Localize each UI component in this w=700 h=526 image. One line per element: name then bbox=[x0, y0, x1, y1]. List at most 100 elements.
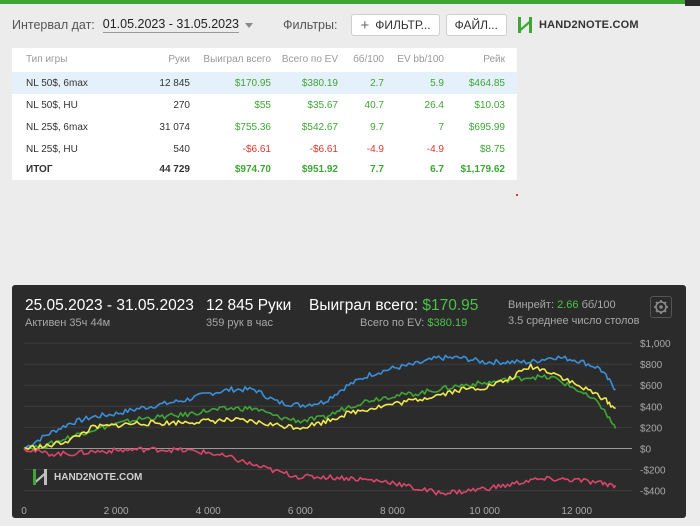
stats-table: Тип игры Руки Выиграл всего Всего по EV бб/1… bbox=[12, 48, 517, 180]
chart-watermark: HAND2NOTE.COM bbox=[32, 468, 142, 486]
table-cell: 5.9 bbox=[430, 78, 444, 89]
table-cell: Тип игры bbox=[26, 54, 68, 65]
table-cell: 44 729 bbox=[159, 164, 190, 175]
x-tick-label: 4 000 bbox=[196, 506, 221, 517]
session-ev-total: Всего по EV: $380.19 bbox=[360, 317, 467, 329]
file-button[interactable]: ФАЙЛ... bbox=[445, 14, 507, 36]
chevron-down-icon[interactable] bbox=[245, 22, 253, 28]
y-tick-label: $600 bbox=[640, 381, 663, 392]
table-cell: 7.7 bbox=[370, 164, 384, 175]
table-cell: 12 845 bbox=[159, 78, 190, 89]
table-cell: 2.7 bbox=[370, 78, 384, 89]
table-cell: $170.95 bbox=[234, 78, 271, 89]
table-header-row: Тип игры Руки Выиграл всего Всего по EV бб/1… bbox=[12, 48, 517, 70]
table-row[interactable]: NL 25$, HU 540 -$6.61 -$6.61 -4.9 -4.9 $8.75 bbox=[12, 138, 517, 160]
table-cell: 540 bbox=[173, 144, 190, 155]
winrate-value: 2.66 bbox=[557, 299, 579, 311]
x-tick-label: 10 000 bbox=[469, 506, 500, 517]
watermark-text: HAND2NOTE.COM bbox=[54, 471, 143, 483]
table-cell: EV bb/100 bbox=[397, 54, 444, 65]
y-tick-label: $800 bbox=[640, 360, 663, 371]
table-cell: 270 bbox=[173, 100, 190, 111]
table-cell: NL 25$, HU bbox=[26, 144, 78, 155]
settings-button[interactable] bbox=[650, 296, 672, 318]
x-tick-label: 0 bbox=[21, 506, 27, 517]
x-tick-label: 2 000 bbox=[104, 506, 129, 517]
top-accent-green bbox=[0, 0, 685, 4]
table-cell: 7 bbox=[438, 122, 444, 133]
ev-value: $380.19 bbox=[427, 317, 468, 329]
y-tick-label: $400 bbox=[640, 402, 663, 413]
y-tick-label: -$400 bbox=[640, 487, 666, 498]
session-date-range: 25.05.2023 - 31.05.2023 bbox=[25, 297, 194, 314]
won-value: $170.95 bbox=[422, 297, 479, 314]
gear-icon bbox=[654, 300, 668, 314]
table-cell: 26.4 bbox=[424, 100, 444, 111]
table-cell: $8.75 bbox=[479, 144, 505, 155]
table-cell: $1,179.62 bbox=[460, 164, 506, 175]
table-cell: -4.9 bbox=[366, 144, 384, 155]
top-accent-dark bbox=[685, 0, 700, 6]
series-line bbox=[23, 354, 616, 450]
date-interval-label: Интервал дат: bbox=[12, 18, 95, 32]
table-cell: $464.85 bbox=[468, 78, 505, 89]
table-row[interactable]: NL 25$, 6max 31 074 $755.36 $542.67 9.7 7 $695… bbox=[12, 116, 517, 138]
table-cell: 40.7 bbox=[364, 100, 384, 111]
y-tick-label: $200 bbox=[640, 423, 663, 434]
add-filter-button[interactable]: + ФИЛЬТР... bbox=[351, 14, 440, 36]
red-dot-marker bbox=[516, 194, 518, 196]
table-cell: $35.67 bbox=[307, 100, 338, 111]
table-cell: -$6.61 bbox=[242, 144, 271, 155]
table-cell: NL 50$, 6max bbox=[26, 78, 88, 89]
winrate-label: Винрейт: bbox=[508, 299, 555, 311]
table-cell: $974.70 bbox=[234, 164, 271, 175]
add-filter-label: ФИЛЬТР... bbox=[375, 18, 431, 32]
hand2note-watermark-icon bbox=[33, 469, 47, 485]
table-total-row: ИТОГ 44 729 $974.70 $951.92 7.7 6.7 $1,179.62 bbox=[12, 158, 517, 180]
hand2note-logo-icon bbox=[517, 17, 532, 33]
table-cell: Выиграл всего bbox=[203, 54, 271, 65]
table-cell: $542.67 bbox=[301, 122, 338, 133]
profit-chart: $1,000 $800 $600 $400 $200 $0 -$200 -$400 0 2 000… bbox=[21, 339, 671, 517]
y-tick-label: $1,000 bbox=[640, 339, 671, 350]
y-tick-label: $0 bbox=[640, 444, 652, 455]
table-cell: $951.92 bbox=[301, 164, 338, 175]
session-active-time: Активен 35ч 44м bbox=[25, 317, 111, 329]
table-row[interactable]: NL 50$, HU 270 $55 $35.67 40.7 26.4 $10.03 bbox=[12, 94, 517, 116]
session-winrate: Винрейт: 2.66 бб/100 bbox=[508, 299, 616, 311]
ev-label: Всего по EV: bbox=[360, 317, 425, 329]
x-tick-label: 8 000 bbox=[380, 506, 405, 517]
file-button-label: ФАЙЛ... bbox=[454, 18, 498, 32]
table-cell: -4.9 bbox=[426, 144, 444, 155]
table-cell: Всего по EV bbox=[281, 54, 338, 65]
x-tick-label: 12 000 bbox=[561, 506, 592, 517]
series-line bbox=[23, 374, 617, 452]
table-cell: бб/100 bbox=[353, 54, 384, 65]
date-range-select[interactable]: 01.05.2023 - 31.05.2023 bbox=[102, 17, 239, 33]
table-cell: 6.7 bbox=[430, 164, 444, 175]
won-label: Выиграл всего: bbox=[309, 297, 419, 314]
table-cell: NL 25$, 6max bbox=[26, 122, 88, 133]
plus-icon: + bbox=[360, 16, 370, 34]
table-cell: $695.99 bbox=[468, 122, 505, 133]
hand2note-logo: HAND2NOTE.COM bbox=[517, 16, 639, 34]
table-row[interactable]: NL 50$, 6max 12 845 $170.95 $380.19 2.7 5.9 $4… bbox=[12, 72, 517, 94]
series-line bbox=[23, 363, 616, 451]
series-line bbox=[23, 446, 617, 496]
table-cell: 9.7 bbox=[370, 122, 384, 133]
table-cell: 31 074 bbox=[159, 122, 190, 133]
x-tick-label: 6 000 bbox=[288, 506, 313, 517]
filter-bar: Интервал дат: 01.05.2023 - 31.05.2023 Фи… bbox=[12, 14, 639, 36]
top-accent-bar bbox=[0, 0, 700, 6]
y-tick-label: -$200 bbox=[640, 466, 666, 477]
table-cell: $10.03 bbox=[474, 100, 505, 111]
table-cell: $55 bbox=[254, 100, 271, 111]
table-cell: $380.19 bbox=[301, 78, 338, 89]
table-cell: ИТОГ bbox=[26, 164, 53, 175]
winrate-unit: бб/100 bbox=[581, 299, 616, 311]
hand2note-logo-text: HAND2NOTE.COM bbox=[538, 19, 639, 31]
session-won-total: Выиграл всего: $170.95 bbox=[309, 297, 478, 315]
session-panel: 25.05.2023 - 31.05.2023 Активен 35ч 44м … bbox=[12, 285, 686, 518]
session-hands: 12 845 Руки bbox=[206, 297, 292, 314]
session-avg-tables: 3.5 среднее число столов bbox=[508, 315, 640, 327]
